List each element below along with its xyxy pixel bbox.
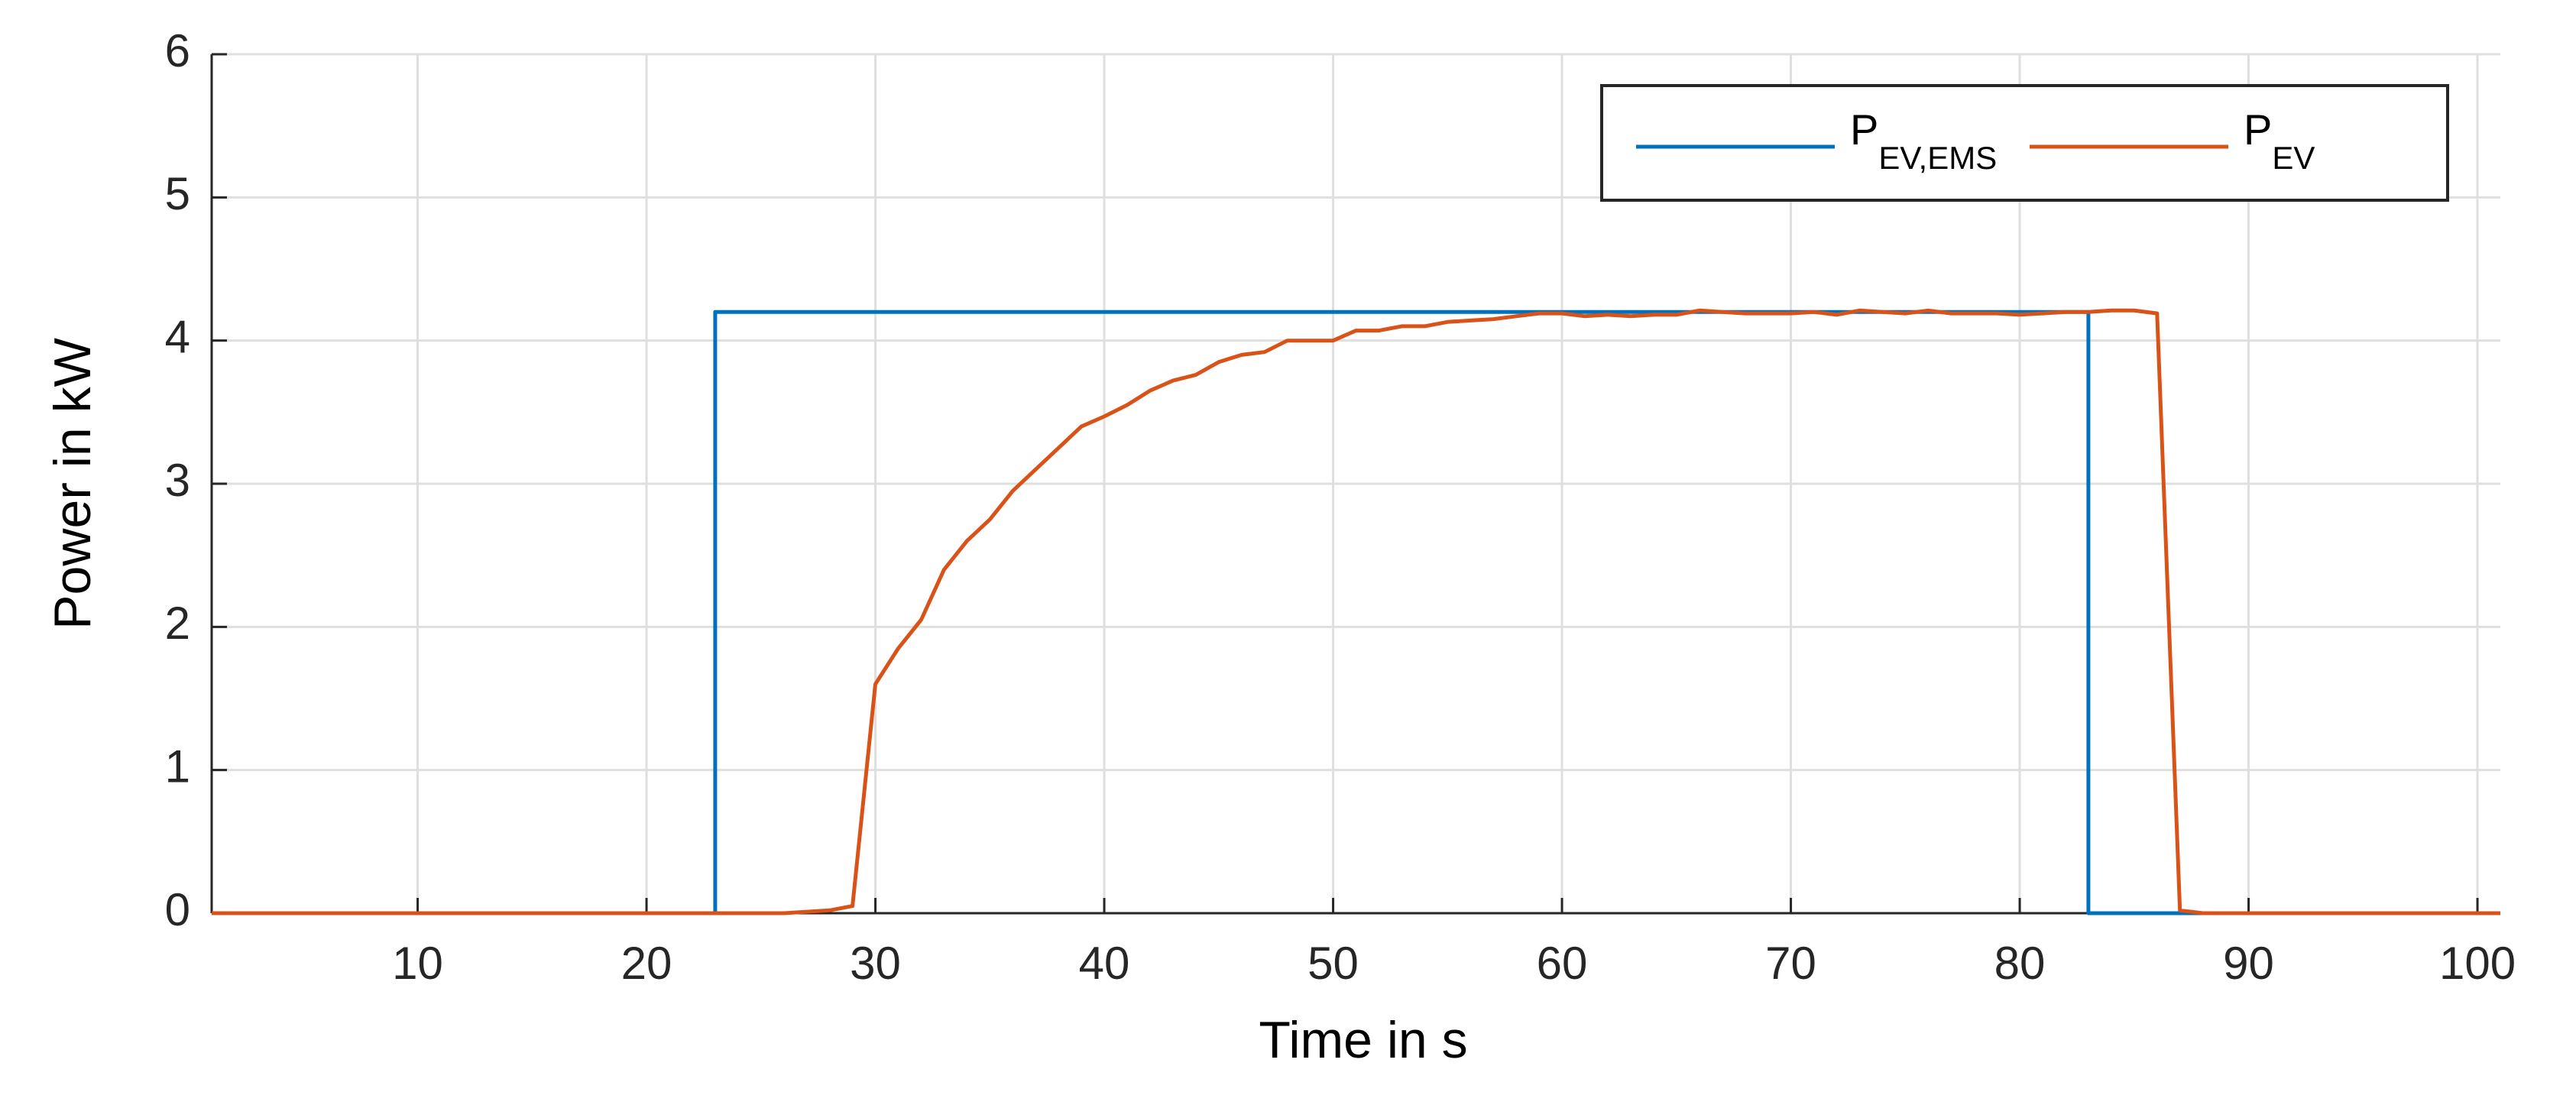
x-axis-label: Time in s (1259, 1011, 1467, 1069)
x-tick-label: 60 (1537, 938, 1588, 989)
legend-label: PEV,EMS (1850, 105, 1997, 176)
x-tick-label: 20 (621, 938, 672, 989)
data-line (212, 308, 2500, 915)
legend-box (1600, 84, 2449, 202)
x-tick-label: 40 (1079, 938, 1130, 989)
x-tick-label: 100 (2439, 938, 2516, 989)
y-tick-label: 3 (165, 455, 190, 506)
x-tick-label: 50 (1307, 938, 1359, 989)
x-tick-label: 80 (1994, 938, 2046, 989)
legend-name: P (2244, 105, 2272, 154)
legend-subscript: EV,EMS (1878, 140, 1997, 176)
y-tick-label: 2 (165, 598, 190, 649)
x-tick-label: 10 (392, 938, 443, 989)
legend-label: PEV (2244, 105, 2315, 176)
x-tick-label: 70 (1765, 938, 1816, 989)
y-tick-label: 5 (165, 168, 190, 219)
y-tick-label: 0 (165, 884, 190, 935)
y-axis-label: Power in kW (44, 338, 102, 630)
legend-name: P (1850, 105, 1878, 154)
legend-subscript: EV (2272, 140, 2315, 176)
y-tick-label: 4 (165, 312, 190, 363)
x-tick-label: 90 (2223, 938, 2274, 989)
y-tick-label: 6 (165, 25, 190, 76)
y-tick-label: 1 (165, 741, 190, 792)
x-tick-label: 30 (850, 938, 901, 989)
